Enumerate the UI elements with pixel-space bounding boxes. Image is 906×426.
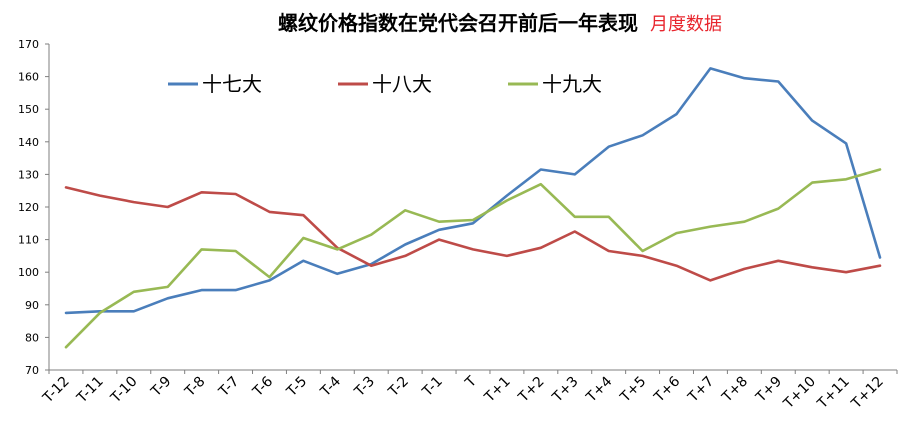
y-tick-label: 140 xyxy=(18,136,39,149)
x-tick-label: T-6 xyxy=(249,373,276,400)
x-tick-label: T+7 xyxy=(685,374,718,407)
x-tick-label: T+11 xyxy=(814,374,853,413)
y-tick-label: 90 xyxy=(25,299,39,312)
x-tick-label: T-12 xyxy=(39,374,72,407)
x-tick-label: T+10 xyxy=(780,374,819,413)
series-layer xyxy=(66,68,880,347)
x-tick-label: T+5 xyxy=(617,374,650,407)
legend: 十七大 十八大 十九大 xyxy=(168,72,602,96)
x-tick-label: T+2 xyxy=(515,374,548,407)
x-tick-label: T+1 xyxy=(481,374,514,407)
y-tick-label: 100 xyxy=(18,266,39,279)
x-tick-label: T xyxy=(462,373,480,391)
y-tick-label: 120 xyxy=(18,201,39,214)
x-tick-label: T-2 xyxy=(385,374,412,401)
y-tick-label: 70 xyxy=(25,364,39,377)
x-tick-label: T-4 xyxy=(317,373,344,400)
y-tick-label: 130 xyxy=(18,168,39,181)
y-tick-label: 160 xyxy=(18,71,39,84)
x-tick-label: T+4 xyxy=(583,373,616,406)
legend-label: 十九大 xyxy=(542,72,602,96)
x-tick-label: T-8 xyxy=(181,374,208,401)
x-tick-label: T-10 xyxy=(107,374,140,407)
chart-subtitle: 月度数据 xyxy=(650,14,722,35)
legend-item-1: 十七大 xyxy=(168,72,262,96)
x-tick-label: T-5 xyxy=(283,374,310,401)
x-tick-label: T+12 xyxy=(848,374,887,413)
x-tick-label: T-1 xyxy=(419,374,446,401)
legend-label: 十八大 xyxy=(372,72,432,96)
x-tick-label: T-11 xyxy=(73,374,106,407)
chart-title: 螺纹价格指数在党代会召开前后一年表现 xyxy=(278,11,638,35)
y-tick-label: 150 xyxy=(18,103,39,116)
legend-item-3: 十九大 xyxy=(508,72,602,96)
series-line-2 xyxy=(66,187,880,280)
x-tick-label: T+8 xyxy=(719,374,752,407)
x-tick-label: T+3 xyxy=(549,374,582,407)
x-tick-label: T-7 xyxy=(215,374,242,401)
chart-title-group: 螺纹价格指数在党代会召开前后一年表现 月度数据 xyxy=(278,11,722,35)
legend-label: 十七大 xyxy=(202,72,262,96)
x-tick-label: T-9 xyxy=(148,374,175,401)
y-tick-label: 110 xyxy=(18,234,39,247)
y-tick-label: 80 xyxy=(25,331,39,344)
legend-item-2: 十八大 xyxy=(338,72,432,96)
x-tick-label: T+6 xyxy=(651,373,684,406)
x-tick-label: T-3 xyxy=(351,374,378,401)
series-line-3 xyxy=(66,170,880,348)
y-tick-label: 170 xyxy=(18,38,39,51)
series-line-1 xyxy=(66,68,880,313)
